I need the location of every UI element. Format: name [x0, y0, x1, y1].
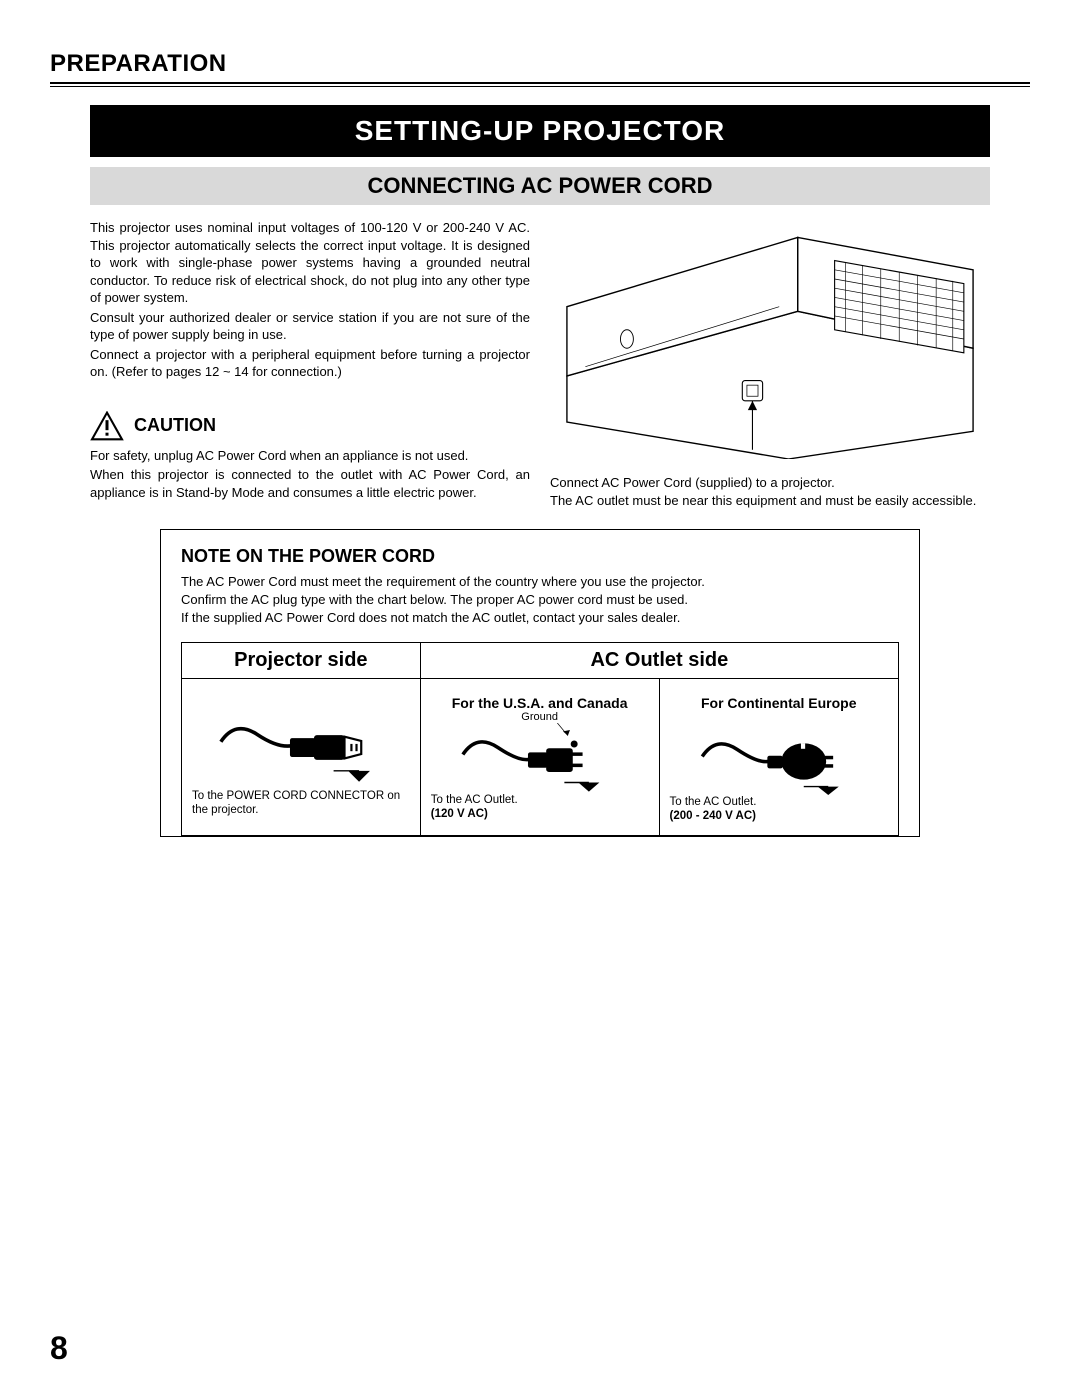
- usa-voltage: (120 V AC): [431, 808, 488, 820]
- subtitle-bar: CONNECTING AC POWER CORD: [90, 167, 990, 205]
- illustration-caption-2: The AC outlet must be near this equipmen…: [550, 492, 990, 510]
- note-text: The AC Power Cord must meet the requirem…: [181, 573, 899, 628]
- europe-plug-cell: For Continental Europe To the AC Outlet.: [659, 678, 899, 836]
- europe-plug-caption: To the AC Outlet. (200 - 240 V AC): [670, 795, 889, 824]
- rule-thin: [50, 86, 1030, 87]
- europe-caption-line: To the AC Outlet.: [670, 796, 757, 808]
- intro-paragraph-2: Consult your authorized dealer or servic…: [90, 309, 530, 344]
- note-title: NOTE ON THE POWER CORD: [181, 546, 899, 567]
- europe-subhead: For Continental Europe: [670, 687, 889, 711]
- caution-label: CAUTION: [134, 415, 216, 436]
- usa-caption-line: To the AC Outlet.: [431, 794, 518, 806]
- projector-side-cell: To the POWER CORD CONNECTOR on the proje…: [182, 678, 421, 836]
- usa-plug-icon: [431, 723, 649, 793]
- ground-label: Ground: [431, 711, 649, 723]
- caution-paragraph-2: When this projector is connected to the …: [90, 466, 530, 501]
- europe-plug-icon: [670, 725, 889, 795]
- plug-table: Projector side AC Outlet side: [181, 642, 899, 837]
- left-column: This projector uses nominal input voltag…: [90, 219, 530, 509]
- projector-plug-caption: To the POWER CORD CONNECTOR on the proje…: [192, 789, 410, 818]
- right-column: Connect AC Power Cord (supplied) to a pr…: [550, 219, 990, 509]
- usa-subhead: For the U.S.A. and Canada: [431, 687, 649, 711]
- note-line-3: If the supplied AC Power Cord does not m…: [181, 610, 680, 625]
- table-header-outlet: AC Outlet side: [420, 642, 898, 678]
- title-bar: SETTING-UP PROJECTOR: [90, 105, 990, 157]
- intro-paragraph-3: Connect a projector with a peripheral eq…: [90, 346, 530, 381]
- intro-paragraph-1: This projector uses nominal input voltag…: [90, 219, 530, 307]
- iec-connector-icon: [192, 709, 410, 789]
- table-header-projector: Projector side: [182, 642, 421, 678]
- caution-paragraph-1: For safety, unplug AC Power Cord when an…: [90, 447, 530, 465]
- rule-thick: [50, 82, 1030, 84]
- projector-illustration: [550, 219, 990, 459]
- note-box: NOTE ON THE POWER CORD The AC Power Cord…: [160, 529, 920, 837]
- note-line-2: Confirm the AC plug type with the chart …: [181, 592, 688, 607]
- page-number: 8: [50, 1330, 68, 1367]
- illustration-caption-1: Connect AC Power Cord (supplied) to a pr…: [550, 474, 990, 492]
- usa-plug-cell: For the U.S.A. and Canada Ground: [420, 678, 659, 836]
- europe-voltage: (200 - 240 V AC): [670, 810, 757, 822]
- note-line-1: The AC Power Cord must meet the requirem…: [181, 574, 705, 589]
- usa-plug-caption: To the AC Outlet. (120 V AC): [431, 793, 649, 822]
- two-column-layout: This projector uses nominal input voltag…: [50, 219, 1030, 509]
- warning-triangle-icon: [90, 411, 124, 441]
- caution-heading-row: CAUTION: [90, 411, 530, 441]
- section-header: PREPARATION: [50, 50, 1030, 78]
